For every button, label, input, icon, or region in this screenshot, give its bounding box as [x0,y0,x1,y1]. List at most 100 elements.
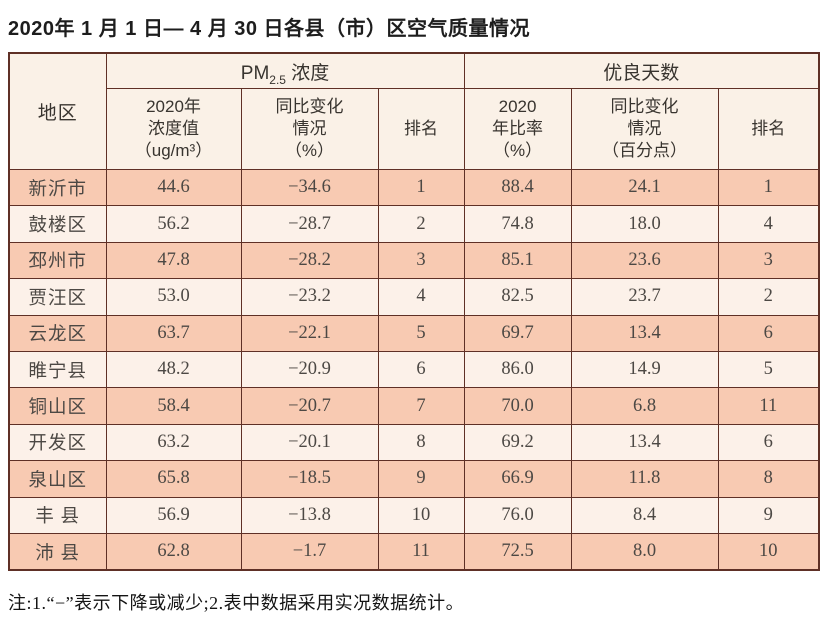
gd-rank-cell: 3 [717,241,820,280]
gd-rank-cell: 1 [717,168,820,207]
pm-rank-cell: 1 [377,168,465,207]
gd-rank-cell: 10 [717,532,820,571]
pm-rank-cell: 11 [377,532,465,571]
gd-rank-cell: 6 [717,314,820,352]
gd-ratio-cell: 72.5 [463,532,572,571]
pm-value-cell: 47.8 [105,241,242,280]
region-cell: 睢宁县 [8,350,107,389]
table-row: 泉山区 65.8 −18.5 9 66.9 11.8 8 [8,460,820,498]
gd-change-cell: 6.8 [570,387,719,425]
pm-rank-cell: 10 [377,496,465,534]
gd-change-cell: 8.0 [570,532,719,571]
pm-value-cell: 63.2 [105,423,242,462]
pm-change-cell: −13.8 [240,496,379,534]
gd-rank-cell: 5 [717,350,820,389]
pm25-label-main: PM [240,62,270,84]
air-quality-table: 地区 PM2.5 浓度 优良天数 2020年 浓度值 （ug/m³） 同比变化 … [8,52,821,572]
pm-value-cell: 53.0 [105,278,242,316]
footnote: 注:1.“−”表示下降或减少;2.表中数据采用实况数据统计。 [8,593,465,614]
region-cell: 邳州市 [8,241,107,280]
header-gd-change: 同比变化 情况 （百分点） [570,88,719,170]
gd-ratio-cell: 69.7 [463,314,572,352]
table-row: 新沂市 44.6 −34.6 1 88.4 24.1 1 [8,168,820,207]
pm-rank-cell: 8 [377,423,465,462]
gd-rank-cell: 8 [717,460,820,498]
header-region: 地区 [8,52,107,170]
pm-rank-cell: 3 [377,241,465,280]
table-row: 铜山区 58.4 −20.7 7 70.0 6.8 11 [8,387,820,425]
gd-ratio-cell: 82.5 [463,278,572,316]
gd-change-cell: 23.7 [570,278,719,316]
pm-value-cell: 56.9 [105,496,242,534]
gd-ratio-cell: 74.8 [463,205,572,243]
header-group-pm25: PM2.5 浓度 [105,52,465,89]
pm-value-cell: 56.2 [105,205,242,243]
gd-ratio-cell: 66.9 [463,460,572,498]
header-group-good-days: 优良天数 [463,52,820,89]
gd-ratio-cell: 69.2 [463,423,572,462]
pm-change-cell: −34.6 [240,168,379,207]
pm-value-cell: 62.8 [105,532,242,571]
pm-rank-cell: 6 [377,350,465,389]
gd-ratio-cell: 86.0 [463,350,572,389]
header-pm-value: 2020年 浓度值 （ug/m³） [105,88,242,170]
gd-rank-cell: 4 [717,205,820,243]
table-row: 沛 县 62.8 −1.7 11 72.5 8.0 10 [8,532,820,571]
gd-ratio-cell: 70.0 [463,387,572,425]
region-cell: 新沂市 [8,168,107,207]
table-row: 丰 县 56.9 −13.8 10 76.0 8.4 9 [8,496,820,534]
pm-change-cell: −20.7 [240,387,379,425]
table-row: 云龙区 63.7 −22.1 5 69.7 13.4 6 [8,314,820,352]
gd-change-cell: 23.6 [570,241,719,280]
pm25-label-rest: 浓度 [285,62,330,84]
gd-change-cell: 8.4 [570,496,719,534]
gd-rank-cell: 11 [717,387,820,425]
pm-value-cell: 58.4 [105,387,242,425]
gd-ratio-cell: 88.4 [463,168,572,207]
gd-change-cell: 11.8 [570,460,719,498]
pm-rank-cell: 5 [377,314,465,352]
page-title: 2020年 1 月 1 日— 4 月 30 日各县（市）区空气质量情况 [8,18,531,40]
region-cell: 丰 县 [8,496,107,534]
table-row: 邳州市 47.8 −28.2 3 85.1 23.6 3 [8,241,820,280]
gd-ratio-cell: 85.1 [463,241,572,280]
header-sub-row: 2020年 浓度值 （ug/m³） 同比变化 情况 （%） 排名 2020 年比… [9,88,820,170]
pm-change-cell: −23.2 [240,278,379,316]
pm-change-cell: −20.1 [240,423,379,462]
pm-value-cell: 63.7 [105,314,242,352]
gd-change-cell: 13.4 [570,423,719,462]
pm-value-cell: 48.2 [105,350,242,389]
pm-value-cell: 65.8 [105,460,242,498]
pm-value-cell: 44.6 [105,168,242,207]
table-row: 开发区 63.2 −20.1 8 69.2 13.4 6 [8,423,820,462]
region-cell: 云龙区 [8,314,107,352]
gd-change-cell: 24.1 [570,168,719,207]
pm-change-cell: −18.5 [240,460,379,498]
pm-rank-cell: 9 [377,460,465,498]
region-cell: 沛 县 [8,532,107,571]
header-pm-change: 同比变化 情况 （%） [240,88,379,170]
gd-change-cell: 13.4 [570,314,719,352]
header-group-row: 地区 PM2.5 浓度 优良天数 [8,52,820,170]
region-cell: 铜山区 [8,387,107,425]
pm-change-cell: −28.2 [240,241,379,280]
gd-rank-cell: 9 [717,496,820,534]
table-header: 地区 PM2.5 浓度 优良天数 2020年 浓度值 （ug/m³） 同比变化 … [8,52,820,170]
header-gd-ratio: 2020 年比率 （%） [463,88,572,170]
pm25-label-sub: 2.5 [269,72,286,87]
table-row: 贾汪区 53.0 −23.2 4 82.5 23.7 2 [8,278,820,316]
pm-change-cell: −20.9 [240,350,379,389]
gd-ratio-cell: 76.0 [463,496,572,534]
region-cell: 泉山区 [8,460,107,498]
table-row: 睢宁县 48.2 −20.9 6 86.0 14.9 5 [8,350,820,389]
pm-change-cell: −28.7 [240,205,379,243]
region-cell: 贾汪区 [8,278,107,316]
region-cell: 鼓楼区 [8,205,107,243]
pm-rank-cell: 4 [377,278,465,316]
region-cell: 开发区 [8,423,107,462]
gd-change-cell: 18.0 [570,205,719,243]
table-body: 新沂市 44.6 −34.6 1 88.4 24.1 1 鼓楼区 56.2 −2… [8,168,820,571]
header-pm-rank: 排名 [377,88,465,170]
pm-change-cell: −22.1 [240,314,379,352]
